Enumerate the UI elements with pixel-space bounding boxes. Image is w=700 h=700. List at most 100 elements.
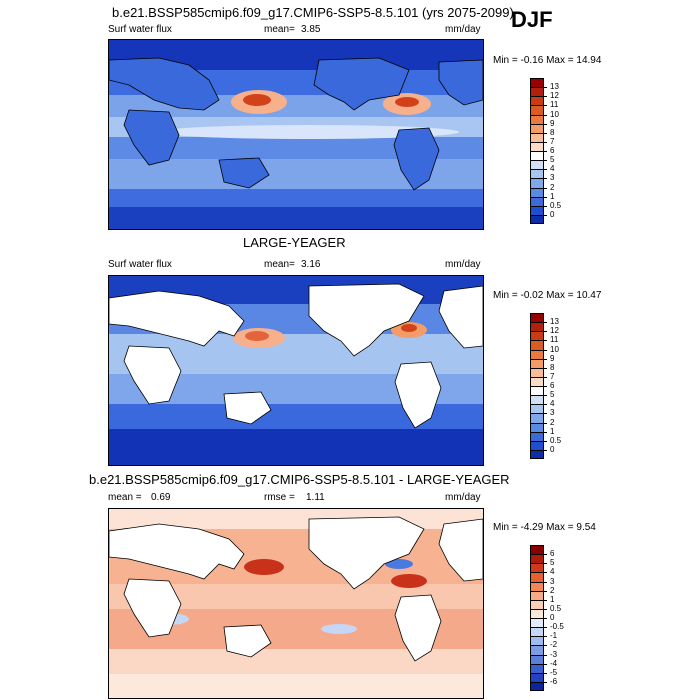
panel1-colorbar: 13 12 11 10 9 8 7 6 5 4 3 2 1 0.5 0 [530,78,590,224]
panel1-map [108,39,484,230]
colorbar-tick-label: 4 [550,164,555,174]
panel3-max-value: 9.54 [576,522,596,533]
panel3-rmse-value: 1.11 [306,492,325,503]
panel2-min-value: -0.02 [520,290,544,301]
colorbar-tick-label: -5 [550,667,558,677]
colorbar-swatch [530,123,544,133]
panel2-minmax: Min = -0.02 Max = 10.47 [493,290,601,301]
colorbar-tick [544,672,547,674]
panel1-units: mm/day [445,24,481,35]
colorbar-tick [544,187,547,189]
panel3-map-field [109,509,483,698]
panel2-min-label: Min = [493,290,518,301]
colorbar-tick [544,205,547,207]
season-label: DJF [511,7,553,32]
colorbar-swatch [530,196,544,206]
colorbar-tick-label: -6 [550,676,558,686]
colorbar-tick-label: -0.5 [550,622,564,632]
colorbar-tick-label: 12 [550,91,559,101]
colorbar-swatch [530,431,544,441]
colorbar-tick-label: -3 [550,649,558,659]
panel1-max-label: Max = [546,55,574,66]
colorbar-swatch [530,386,544,396]
panel3-minmax: Min = -4.29 Max = 9.54 [493,522,596,533]
colorbar-tick-label: 0 [550,613,555,622]
colorbar-tick-label: 4 [550,567,555,577]
colorbar-tick-label: 8 [550,127,555,137]
colorbar-tick [544,395,547,397]
panel1-mean-value: 3.85 [301,24,321,35]
colorbar-swatch [530,151,544,161]
colorbar-tick [544,618,547,619]
colorbar-tick-label: 1 [550,426,555,436]
colorbar-tick-label: 11 [550,335,559,345]
colorbar-tick [544,645,547,647]
panel1-max-value: 14.94 [576,55,602,66]
colorbar-tick-label: 4 [550,399,555,409]
colorbar-swatch [530,608,544,618]
panel1-minmax: Min = -0.16 Max = 14.94 [493,55,601,66]
colorbar-swatch [530,563,544,573]
colorbar-tick [544,572,547,574]
panel3-colorbar: 6 5 4 3 2 1 0.5 0 -0.5 -1 -2 -3 -4 -5 -6 [530,545,590,691]
panel3-rmse-label: rmse = [264,492,295,503]
panel1-variable-label: Surf water flux [108,24,172,35]
panel2-max-value: 10.47 [576,290,602,301]
colorbar-tick [544,627,547,629]
panel3-title: b.e21.BSSP585cmip6.f09_g17.CMIP6-SSP5-8.… [89,472,510,487]
colorbar-swatch [530,205,544,215]
colorbar-tick [544,581,547,583]
panel1-min-label: Min = [493,55,518,66]
colorbar-tick [544,404,547,406]
colorbar-tick-label: 7 [550,371,555,381]
colorbar-tick-label: 5 [550,390,555,400]
colorbar-tick-label: -4 [550,658,558,668]
colorbar-swatch [530,581,544,591]
colorbar-swatch [530,78,544,88]
colorbar-tick-label: 1 [550,191,555,201]
colorbar-swatch [530,349,544,359]
colorbar-tick-label: 0 [550,444,555,454]
colorbar-swatch [530,105,544,115]
colorbar-tick-label: 5 [550,155,555,165]
colorbar-tick-label: 8 [550,362,555,372]
colorbar-tick-label: 7 [550,136,555,146]
colorbar-swatch [530,590,544,600]
colorbar-swatch [530,627,544,637]
colorbar-tick [544,114,547,116]
colorbar-tick [544,376,547,378]
colorbar-tick [544,367,547,369]
panel2-mean-value: 3.16 [301,259,321,270]
colorbar-tick [544,196,547,198]
colorbar-tick-label: 13 [550,317,559,327]
colorbar-tick-label: 6 [550,146,555,155]
colorbar-tick [544,123,547,125]
colorbar-tick [544,554,547,556]
colorbar-swatch [530,554,544,564]
colorbar-tick [544,563,547,565]
colorbar-tick-label: 0.5 [550,435,562,445]
colorbar-swatch [530,322,544,332]
colorbar-tick-label: 9 [550,118,555,128]
colorbar-tick-label: 0.5 [550,200,562,210]
colorbar-tick [544,663,547,665]
colorbar-swatch [530,422,544,432]
colorbar-tick-label: 13 [550,82,559,92]
colorbar-tick [544,96,547,98]
colorbar-tick-label: 6 [550,549,555,559]
colorbar-tick [544,340,547,342]
colorbar-tick [544,431,547,433]
colorbar-swatch [530,358,544,368]
colorbar-swatch [530,440,544,450]
colorbar-tick [544,413,547,415]
colorbar-swatch [530,654,544,664]
panel3-mean-label: mean = [108,492,142,503]
panel2-map [108,275,484,466]
colorbar-tick [544,654,547,656]
panel3-max-label: Max = [546,522,574,533]
colorbar-tick-label: 3 [550,576,555,586]
colorbar-tick [544,590,547,592]
colorbar-tick-label: 10 [550,109,559,119]
colorbar-swatch [530,132,544,142]
colorbar-tick [544,105,547,107]
